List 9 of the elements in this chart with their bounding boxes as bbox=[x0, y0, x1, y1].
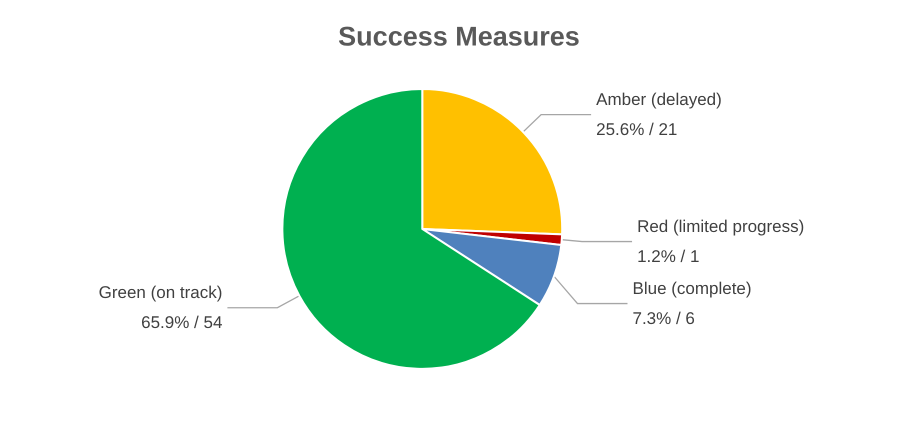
slice-label: Red (limited progress) bbox=[637, 217, 804, 236]
data-label: 25.6% / 21 bbox=[596, 120, 678, 140]
slice-label: Amber (delayed) bbox=[596, 90, 722, 110]
chart-title: Success Measures bbox=[338, 22, 580, 52]
data-label: 1.2% / 1 bbox=[637, 247, 700, 266]
slice-label: Blue (complete) bbox=[632, 279, 752, 298]
data-label: 7.3% / 6 bbox=[632, 309, 695, 328]
slice-label: Green (on track) bbox=[98, 283, 222, 302]
data-label: 65.9% / 54 bbox=[141, 313, 222, 332]
